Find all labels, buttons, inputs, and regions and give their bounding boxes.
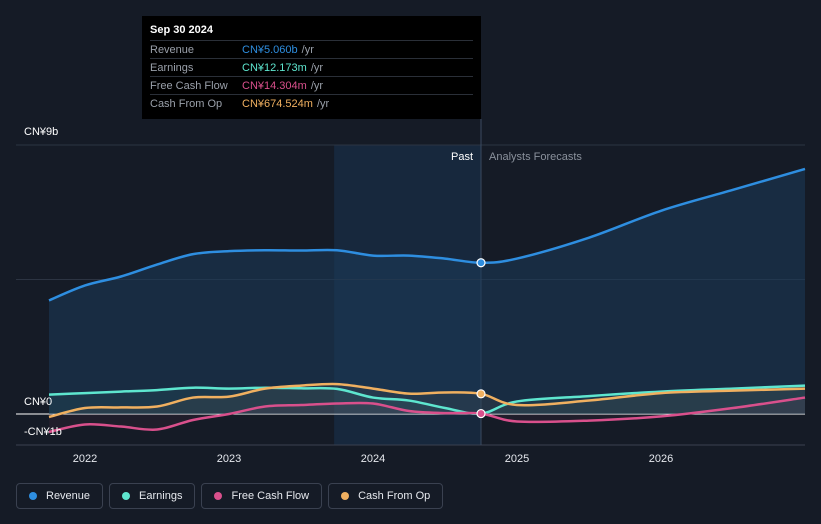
x-tick-label-2023: 2023 — [217, 453, 241, 465]
x-tick-label-2024: 2024 — [361, 453, 385, 465]
tooltip-row-unit: /yr — [310, 61, 324, 74]
legend-label: Cash From Op — [358, 490, 431, 502]
tooltip-row-value: CN¥674.524m — [242, 97, 313, 110]
legend-dot-icon — [29, 492, 37, 500]
past-label: Past — [451, 151, 473, 163]
series-area-free-cash-flow — [49, 397, 805, 432]
y-label-zero: CN¥0 — [24, 396, 53, 408]
tooltip-row-unit: /yr — [316, 97, 330, 110]
legend-dot-icon — [122, 492, 131, 500]
series-area-cash-from-op — [49, 383, 805, 417]
legend-label: Revenue — [46, 490, 91, 502]
tooltip-row-cash-from-op: Cash From Op CN¥674.524m/yr — [150, 94, 473, 112]
legend-label: Earnings — [139, 490, 183, 502]
tooltip-row-revenue: Revenue CN¥5.060b/yr — [150, 40, 473, 58]
y-label-bottom: -CN¥1b — [24, 426, 62, 438]
x-tick-label-2025: 2025 — [505, 453, 529, 465]
tooltip-row-value: CN¥14.304m — [242, 79, 307, 92]
marker-revenue — [476, 258, 486, 268]
tooltip-row-unit: /yr — [310, 79, 324, 92]
legend-item-cash-from-op[interactable]: Cash From Op — [328, 483, 444, 509]
tooltip-row-value: CN¥5.060b — [242, 43, 298, 56]
tooltip-row-label: Cash From Op — [150, 97, 223, 110]
series-line-revenue — [48, 167, 806, 302]
series-line-free-cash-flow — [48, 396, 806, 434]
marker-cash-from-op — [476, 389, 486, 399]
tooltip-date: Sep 30 2024 — [150, 24, 213, 36]
series-line-cash-from-op — [48, 382, 806, 419]
legend-item-free-cash-flow[interactable]: Free Cash Flow — [201, 483, 323, 509]
hover-tooltip: Sep 30 2024 Revenue CN¥5.060b/yr Earnings C… — [142, 16, 481, 119]
legend-dot-icon — [214, 492, 223, 500]
tooltip-row-free-cash-flow: Free Cash Flow CN¥14.304m/yr — [150, 76, 473, 94]
marker-free-cash-flow — [476, 408, 486, 419]
series-line-earnings — [48, 384, 806, 416]
series-area-earnings — [49, 385, 805, 414]
tooltip-row-earnings: Earnings CN¥12.173m/yr — [150, 58, 473, 76]
legend: Revenue Earnings Free Cash Flow Cash From O… — [16, 483, 444, 509]
series-area-revenue — [49, 168, 805, 414]
legend-item-revenue[interactable]: Revenue — [16, 483, 104, 509]
tooltip-row-unit: /yr — [301, 43, 314, 56]
legend-item-earnings[interactable]: Earnings — [109, 483, 196, 509]
x-tick-label-2022: 2022 — [73, 453, 97, 465]
legend-dot-icon — [341, 492, 350, 500]
y-label-top: CN¥9b — [24, 126, 59, 138]
x-tick-label-2026: 2026 — [649, 453, 673, 465]
tooltip-row-label: Earnings — [150, 61, 194, 74]
tooltip-row-label: Revenue — [150, 43, 195, 56]
forecast-label: Analysts Forecasts — [489, 151, 582, 163]
legend-label: Free Cash Flow — [231, 490, 310, 502]
tooltip-row-value: CN¥12.173m — [242, 61, 307, 74]
tooltip-row-label: Free Cash Flow — [150, 79, 228, 92]
